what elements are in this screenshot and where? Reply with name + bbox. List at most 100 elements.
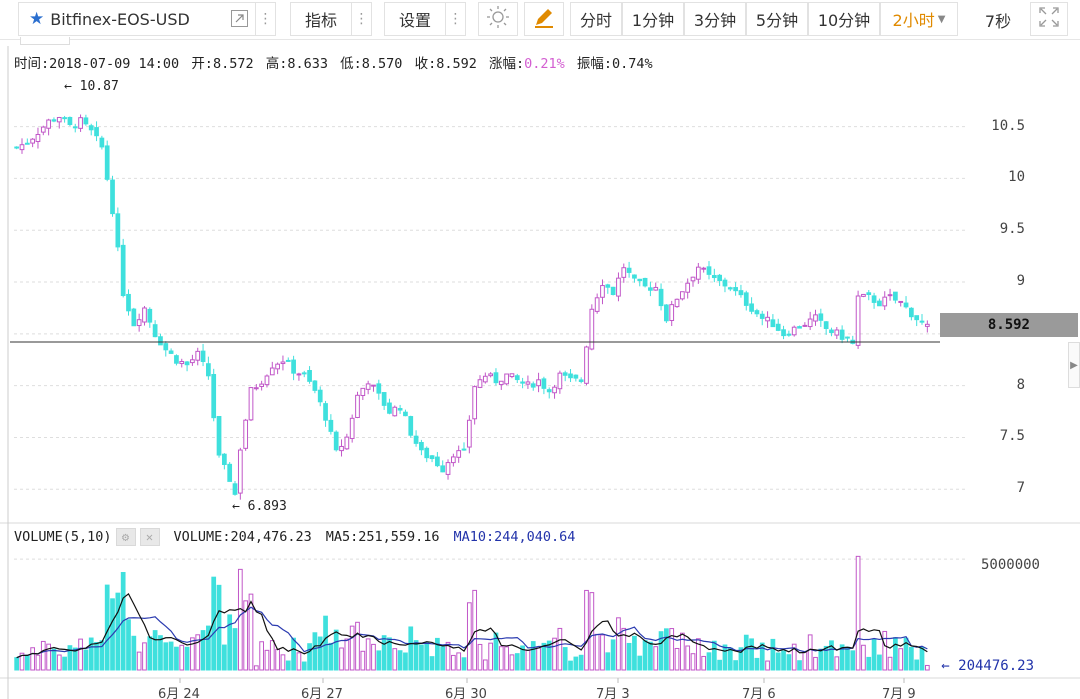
candle-body (349, 417, 355, 439)
low-annotation: ← 6.893 (232, 499, 287, 514)
price-axis-label: 7.5 (999, 428, 1025, 445)
candle-body (685, 282, 691, 293)
collapse-tab[interactable] (20, 37, 70, 45)
candle-body (813, 314, 818, 322)
volume-bar (514, 653, 520, 671)
high-annotation: ← 10.87 (64, 79, 119, 94)
volume-bar (269, 640, 275, 671)
candle-body (211, 373, 217, 419)
candle-body (765, 316, 770, 322)
candle-body (882, 296, 888, 307)
interval-label: 1分钟 (631, 11, 675, 30)
candle-body (56, 116, 62, 123)
price-axis-label: 9 (1016, 273, 1025, 290)
ohlc-info: 时间:2018-07-09 14:00 开:8.572 高:8.633 低:8.… (14, 52, 657, 72)
time-axis-label: 7月 3 (596, 687, 630, 699)
volume-bar (621, 627, 627, 671)
candle-body (163, 343, 169, 351)
candle-body (195, 350, 201, 361)
volume-bar (562, 647, 568, 671)
volume-bar (520, 645, 525, 671)
candle-body (605, 284, 611, 288)
volume-bar (658, 631, 664, 671)
candle-body (184, 361, 190, 366)
volume-bar (179, 644, 185, 671)
candle-body (30, 138, 36, 144)
candle-body (749, 303, 754, 312)
volume-bar (312, 632, 318, 671)
volume-ma10: MA10:244,040.64 (453, 529, 576, 545)
volume-bar (765, 660, 770, 671)
candle-body (823, 321, 829, 329)
candle-body (440, 465, 446, 473)
volume-bar (632, 635, 637, 671)
interval-tab-active[interactable]: 2小时 ▼ (880, 2, 958, 36)
interval-label: 分时 (579, 11, 612, 30)
volume-bar (131, 635, 137, 671)
volume-bar (893, 637, 898, 671)
volume-bar (296, 652, 302, 671)
candle-body (498, 380, 504, 386)
candle-body (264, 375, 270, 386)
volume-bar (850, 650, 856, 671)
interval-tab[interactable]: 10分钟 (808, 2, 880, 36)
volume-bar (472, 589, 478, 671)
volume-bar (695, 638, 701, 671)
chevron-right-icon[interactable]: ▶ (1068, 342, 1080, 388)
candle-body (626, 267, 632, 273)
star-icon[interactable]: ★ (29, 9, 45, 29)
volume-bar (307, 643, 312, 671)
symbol-selector[interactable]: ★ Bitfinex-EOS-USD (18, 2, 256, 36)
candle-body (791, 326, 797, 336)
candle-body (722, 279, 728, 287)
candle-body (674, 298, 680, 308)
volume-bar (727, 647, 733, 671)
volume-bar (456, 652, 462, 671)
indicators-button[interactable]: 指标 (290, 2, 352, 36)
volume-bar (653, 646, 659, 671)
candle-body (317, 389, 323, 403)
external-link-icon[interactable] (231, 10, 248, 27)
candle-body (541, 378, 547, 389)
volume-bar (206, 625, 211, 671)
candle-body (653, 286, 659, 291)
volume-ma5: MA5:251,559.16 (325, 529, 440, 545)
candle-body (397, 408, 403, 411)
close-icon[interactable]: ✕ (139, 528, 160, 546)
volume-bar (786, 654, 792, 671)
candle-body (509, 373, 515, 378)
candle-body (110, 179, 115, 215)
more-icon[interactable]: ⋮ (256, 2, 276, 36)
more-icon[interactable]: ⋮ (446, 2, 466, 36)
candle-body (669, 304, 675, 321)
candle-body (552, 386, 557, 394)
interval-tab[interactable]: 5分钟 (746, 2, 808, 36)
candle-body (658, 288, 664, 307)
volume-bar (136, 651, 142, 671)
fullscreen-button[interactable] (1030, 2, 1068, 36)
volume-last-label: ← 204476.23 (941, 658, 1034, 674)
candle-body (51, 119, 57, 122)
draw-button[interactable] (524, 2, 564, 36)
gear-icon[interactable]: ⚙ (115, 528, 136, 546)
candle-body (893, 291, 898, 301)
volume-bar (813, 656, 818, 671)
theme-button[interactable] (478, 2, 518, 36)
candle-body (435, 456, 440, 467)
volume-bar (115, 592, 121, 671)
settings-button[interactable]: 设置 (384, 2, 446, 36)
candle-body (158, 336, 163, 346)
interval-tab[interactable]: 3分钟 (684, 2, 746, 36)
interval-label: 2小时 (892, 11, 935, 30)
volume-bar (717, 659, 723, 671)
interval-tab[interactable]: 1分钟 (622, 2, 684, 36)
candle-body (504, 373, 509, 385)
candle-body (557, 372, 563, 390)
volume-bar (46, 643, 51, 671)
interval-tab[interactable]: 分时 (570, 2, 622, 36)
volume-bar (749, 638, 754, 671)
volume-bar (429, 656, 435, 671)
more-icon[interactable]: ⋮ (352, 2, 372, 36)
volume-bar (871, 638, 877, 671)
